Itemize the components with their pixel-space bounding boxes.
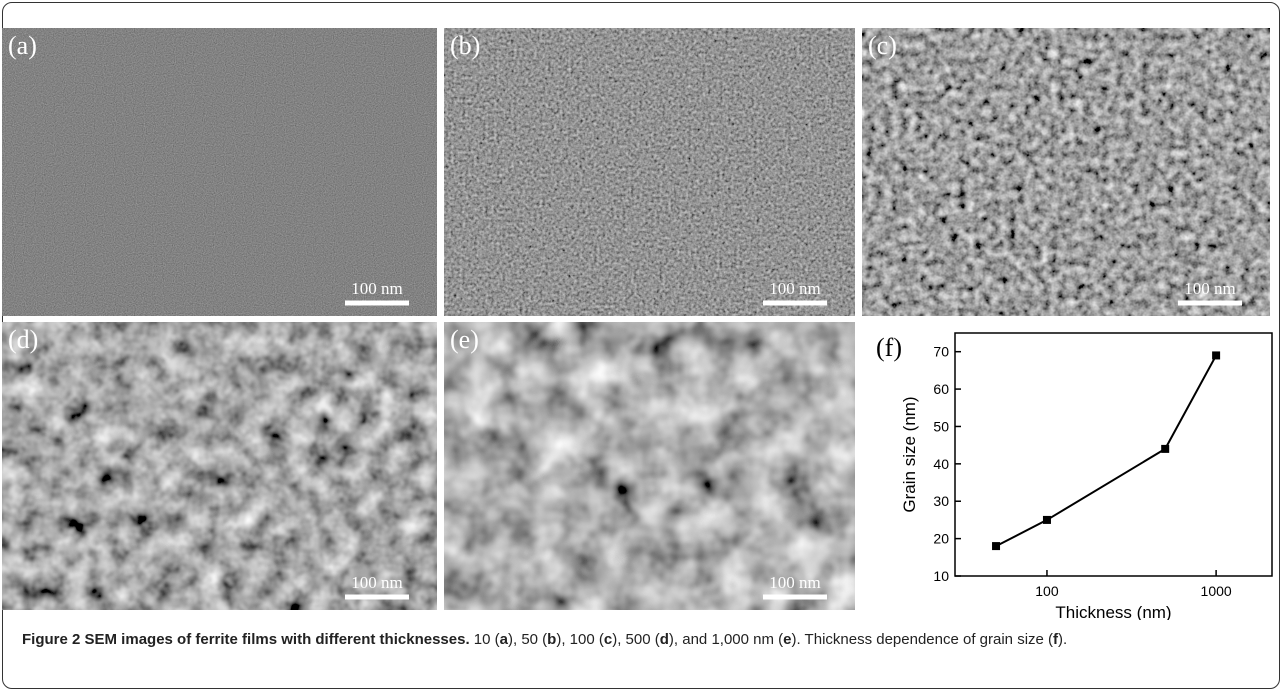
caption-text: a <box>500 631 508 648</box>
data-point <box>1161 445 1169 453</box>
scale-bar-label: 100 nm <box>769 279 820 298</box>
sem-image <box>2 322 437 610</box>
panel-label: (e) <box>450 325 479 354</box>
page: (a) 100 nm (b) 100 nm (c) 100 nm (d) 100 nm (e) 1… <box>0 0 1284 693</box>
y-tick-label: 30 <box>933 493 949 509</box>
y-tick-label: 10 <box>933 568 949 584</box>
caption-text: b <box>547 631 556 648</box>
series-line <box>996 355 1216 546</box>
caption: Figure 2 SEM images of ferrite films wit… <box>22 628 1262 652</box>
data-point <box>992 542 1000 550</box>
caption-text: e <box>783 631 791 648</box>
sem-image <box>444 28 855 316</box>
x-axis-label: Thickness (nm) <box>1055 603 1171 620</box>
caption-text: c <box>604 631 612 648</box>
x-tick-label: 100 <box>1035 583 1059 599</box>
sem-image <box>862 28 1270 316</box>
caption-text: ), 50 ( <box>508 631 547 648</box>
caption-text: 10 ( <box>470 631 500 648</box>
panel-label: (a) <box>8 31 37 60</box>
y-tick-label: 70 <box>933 344 949 360</box>
panel-label: (d) <box>8 325 38 354</box>
sem-image <box>444 322 855 610</box>
panel-label: (f) <box>876 333 902 362</box>
scale-bar-label: 100 nm <box>351 279 402 298</box>
caption-text: d <box>660 631 669 648</box>
caption-text: ), 100 ( <box>556 631 604 648</box>
scale-bar-label: 100 nm <box>1184 279 1235 298</box>
panel-label: (b) <box>450 31 480 60</box>
caption-text: ), 500 ( <box>612 631 660 648</box>
data-point <box>1212 351 1220 359</box>
panel-label: (c) <box>868 31 897 60</box>
caption-text: ), and 1,000 nm ( <box>669 631 783 648</box>
y-tick-label: 20 <box>933 531 949 547</box>
caption-text: ). Thickness dependence of grain size ( <box>792 631 1054 648</box>
x-tick-label: 1000 <box>1201 583 1232 599</box>
caption-text: Figure 2 SEM images of ferrite films wit… <box>22 631 470 648</box>
scale-bar-label: 100 nm <box>769 573 820 592</box>
scale-bar-label: 100 nm <box>351 573 402 592</box>
figure: (a) 100 nm (b) 100 nm (c) 100 nm (d) 100 nm (e) 1… <box>0 0 1284 620</box>
plot-frame <box>955 333 1272 576</box>
caption-text: ). <box>1058 631 1067 648</box>
y-tick-label: 40 <box>933 456 949 472</box>
sem-image <box>2 28 437 316</box>
data-point <box>1043 516 1051 524</box>
y-tick-label: 50 <box>933 418 949 434</box>
y-tick-label: 60 <box>933 381 949 397</box>
y-axis-label: Grain size (nm) <box>900 396 919 512</box>
